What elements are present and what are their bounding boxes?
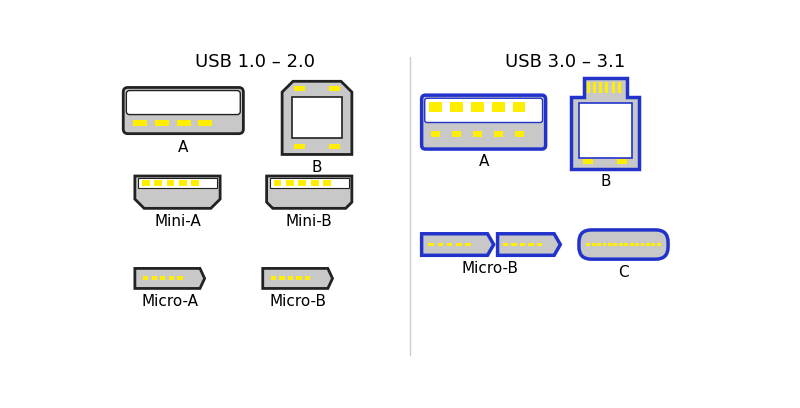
Bar [155, 120, 169, 126]
Text: Mini-A: Mini-A [154, 214, 201, 229]
Bar [597, 243, 601, 246]
Bar [599, 82, 602, 93]
Bar [288, 277, 294, 280]
Text: B: B [600, 175, 610, 189]
Bar [657, 243, 661, 246]
Bar [160, 277, 166, 280]
Bar [154, 180, 162, 186]
Bar [134, 120, 147, 126]
Bar [274, 180, 282, 186]
Bar [138, 178, 217, 188]
Bar [592, 243, 596, 246]
Bar [456, 243, 462, 246]
Polygon shape [422, 234, 494, 255]
Bar [520, 243, 525, 246]
Bar [618, 82, 621, 93]
Bar [646, 243, 650, 246]
Bar [466, 243, 471, 246]
Bar [611, 82, 614, 93]
Text: Micro-A: Micro-A [142, 294, 198, 309]
Bar [270, 178, 349, 188]
Bar [198, 120, 212, 126]
Bar [323, 180, 331, 186]
Bar [447, 243, 452, 246]
Bar [177, 277, 182, 280]
Text: Micro-B: Micro-B [462, 261, 518, 276]
Bar [624, 243, 628, 246]
FancyBboxPatch shape [425, 98, 542, 122]
Bar [630, 243, 634, 246]
Bar [593, 82, 596, 93]
Bar [330, 86, 340, 91]
Bar [286, 180, 294, 186]
Bar [528, 243, 534, 246]
Bar [151, 277, 157, 280]
Polygon shape [282, 81, 352, 155]
Bar [473, 131, 482, 137]
FancyBboxPatch shape [126, 91, 240, 115]
Bar [438, 243, 443, 246]
Bar [471, 102, 484, 112]
Polygon shape [135, 176, 220, 208]
Text: Micro-B: Micro-B [269, 294, 326, 309]
Bar [292, 98, 342, 138]
Text: B: B [312, 160, 322, 175]
Bar [191, 180, 199, 186]
Bar [494, 131, 502, 137]
Polygon shape [498, 234, 560, 255]
Text: A: A [478, 155, 489, 169]
Bar [271, 277, 276, 280]
Bar [583, 159, 594, 164]
Bar [294, 86, 305, 91]
Polygon shape [266, 176, 352, 208]
FancyBboxPatch shape [123, 87, 243, 134]
Polygon shape [262, 268, 333, 288]
Bar [614, 243, 618, 246]
Bar [651, 243, 655, 246]
Bar [142, 180, 150, 186]
Bar [619, 243, 622, 246]
Bar [618, 159, 627, 164]
Bar [330, 144, 340, 149]
Bar [166, 180, 174, 186]
Bar [294, 144, 305, 149]
Bar [635, 243, 639, 246]
Bar [298, 180, 306, 186]
Bar [492, 102, 505, 112]
Bar [513, 102, 526, 112]
Bar [602, 243, 606, 246]
FancyBboxPatch shape [579, 230, 668, 259]
Bar [310, 180, 318, 186]
Polygon shape [135, 268, 205, 288]
Bar [511, 243, 517, 246]
Text: C: C [618, 264, 629, 279]
Text: Mini-B: Mini-B [286, 214, 333, 229]
Bar [430, 102, 442, 112]
Bar [297, 277, 302, 280]
Bar [452, 131, 461, 137]
Bar [579, 103, 632, 158]
Bar [608, 243, 612, 246]
Text: USB 3.0 – 3.1: USB 3.0 – 3.1 [505, 53, 625, 71]
Bar [450, 102, 462, 112]
Bar [428, 243, 434, 246]
Bar [143, 277, 149, 280]
Bar [515, 131, 523, 137]
Bar [586, 82, 590, 93]
Bar [537, 243, 542, 246]
Bar [179, 180, 187, 186]
Polygon shape [571, 78, 639, 169]
Bar [502, 243, 508, 246]
Bar [606, 82, 608, 93]
FancyBboxPatch shape [422, 95, 546, 149]
Bar [641, 243, 645, 246]
Bar [431, 131, 440, 137]
Bar [177, 120, 190, 126]
Bar [586, 243, 590, 246]
Bar [169, 277, 174, 280]
Text: A: A [178, 140, 189, 155]
Bar [279, 277, 285, 280]
Text: USB 1.0 – 2.0: USB 1.0 – 2.0 [195, 53, 315, 71]
Bar [305, 277, 310, 280]
